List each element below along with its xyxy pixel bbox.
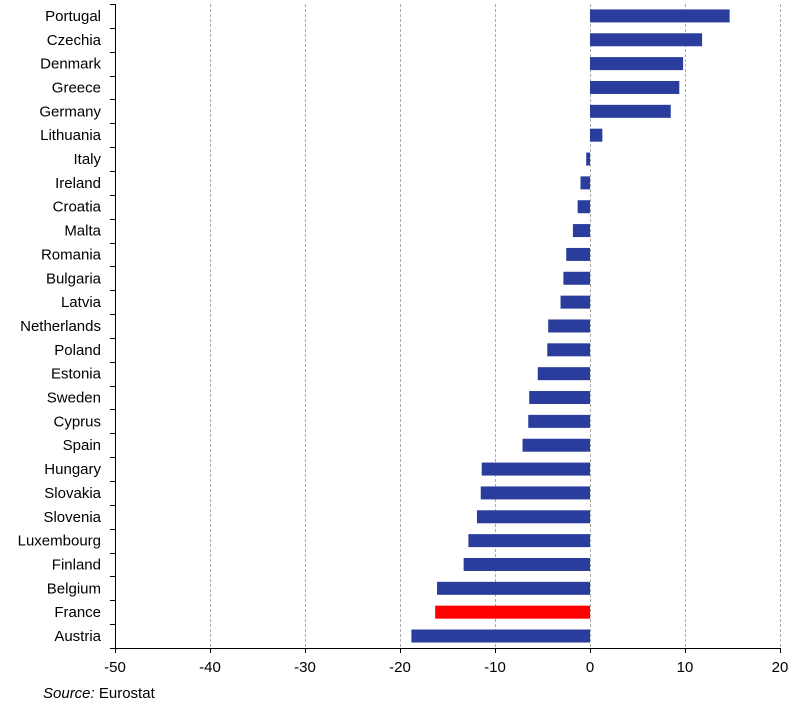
bar-ireland bbox=[580, 176, 590, 190]
category-label-denmark: Denmark bbox=[40, 56, 101, 73]
category-label-germany: Germany bbox=[39, 103, 101, 120]
source-text: Eurostat bbox=[94, 685, 155, 702]
x-tick-label-0: 0 bbox=[586, 659, 594, 676]
bar-finland bbox=[463, 557, 590, 571]
source-note: Source: Eurostat bbox=[43, 685, 155, 702]
category-label-austria: Austria bbox=[54, 628, 101, 645]
x-tick-label--10: -10 bbox=[484, 659, 506, 676]
category-label-greece: Greece bbox=[52, 79, 101, 96]
source-label: Source: bbox=[43, 685, 95, 702]
bar-croatia bbox=[577, 200, 590, 214]
x-tick-label--40: -40 bbox=[199, 659, 221, 676]
bar-belgium bbox=[437, 581, 590, 595]
bar-chart: Portugal Czechia Denmark Greece Germany Lithu… bbox=[18, 4, 789, 676]
category-label-cyprus: Cyprus bbox=[53, 413, 101, 430]
labels: Portugal Czechia Denmark Greece Germany Lithu… bbox=[18, 8, 789, 676]
x-tick-label--30: -30 bbox=[294, 659, 316, 676]
category-label-sweden: Sweden bbox=[47, 390, 101, 407]
category-label-latvia: Latvia bbox=[61, 294, 102, 311]
bar-sweden bbox=[529, 391, 590, 405]
category-label-italy: Italy bbox=[73, 151, 101, 168]
category-label-luxembourg: Luxembourg bbox=[18, 533, 101, 550]
category-label-lithuania: Lithuania bbox=[40, 127, 102, 144]
bar-slovakia bbox=[480, 486, 590, 500]
category-label-romania: Romania bbox=[41, 246, 102, 263]
x-tick-label--20: -20 bbox=[389, 659, 411, 676]
x-tick-label-20: 20 bbox=[772, 659, 789, 676]
bar-austria bbox=[411, 629, 590, 643]
x-tick-label--50: -50 bbox=[104, 659, 126, 676]
category-label-hungary: Hungary bbox=[44, 461, 101, 478]
bar-romania bbox=[566, 247, 590, 261]
bar-luxembourg bbox=[468, 534, 590, 548]
bars bbox=[411, 9, 730, 643]
bar-cyprus bbox=[528, 414, 590, 428]
bar-spain bbox=[522, 438, 590, 452]
bar-france bbox=[435, 605, 590, 619]
category-label-slovakia: Slovakia bbox=[44, 485, 101, 502]
axes bbox=[110, 4, 781, 653]
category-label-netherlands: Netherlands bbox=[20, 318, 101, 335]
category-label-france: France bbox=[54, 604, 101, 621]
category-label-malta: Malta bbox=[64, 223, 101, 240]
bar-italy bbox=[586, 152, 590, 166]
bar-hungary bbox=[481, 462, 590, 476]
bar-czechia bbox=[590, 33, 703, 47]
category-label-spain: Spain bbox=[63, 437, 101, 454]
bar-latvia bbox=[560, 295, 590, 309]
bar-portugal bbox=[590, 9, 730, 23]
category-label-ireland: Ireland bbox=[55, 175, 101, 192]
bar-malta bbox=[572, 224, 590, 238]
gridlines bbox=[210, 4, 781, 648]
category-label-poland: Poland bbox=[54, 342, 101, 359]
category-label-croatia: Croatia bbox=[53, 199, 102, 216]
x-tick-label-10: 10 bbox=[677, 659, 694, 676]
category-label-finland: Finland bbox=[52, 556, 101, 573]
category-label-estonia: Estonia bbox=[51, 366, 102, 383]
category-label-bulgaria: Bulgaria bbox=[46, 270, 102, 287]
bar-estonia bbox=[537, 367, 590, 381]
bar-slovenia bbox=[476, 510, 590, 524]
category-label-belgium: Belgium bbox=[47, 580, 101, 597]
category-label-portugal: Portugal bbox=[45, 8, 101, 25]
bar-netherlands bbox=[548, 319, 590, 333]
category-label-slovenia: Slovenia bbox=[43, 509, 101, 526]
bar-poland bbox=[547, 343, 590, 357]
bar-lithuania bbox=[590, 128, 603, 142]
category-label-czechia: Czechia bbox=[47, 32, 102, 49]
bar-greece bbox=[590, 80, 680, 94]
bar-denmark bbox=[590, 57, 684, 71]
bar-germany bbox=[590, 104, 671, 118]
bar-bulgaria bbox=[563, 271, 590, 285]
